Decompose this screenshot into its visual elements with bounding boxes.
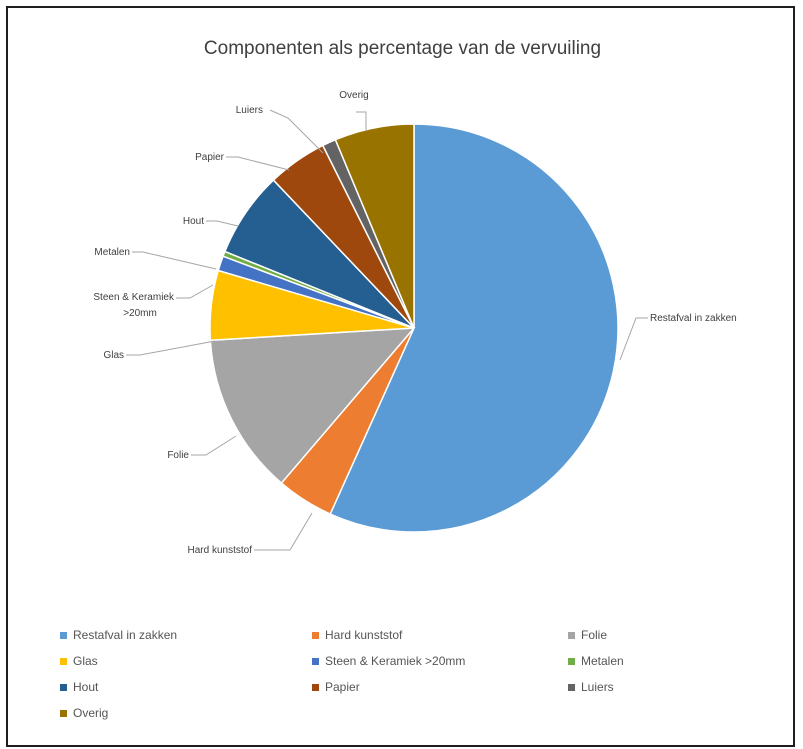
legend-label: Luiers (581, 680, 614, 694)
leader-line-8 (226, 156, 290, 171)
leader-line-4 (126, 340, 216, 356)
slice-label-restafval-in-zakken: Restafval in zakken (650, 313, 737, 324)
legend-swatch (60, 657, 67, 665)
legend-swatch (568, 631, 575, 639)
legend-label: Overig (73, 706, 109, 720)
legend-item-metalen: Metalen (568, 654, 624, 668)
slice-label-folie: Folie (167, 450, 189, 461)
legend-label: Folie (581, 628, 608, 642)
chart-frame: Componenten als percentage van de vervui… (6, 6, 795, 747)
pie-slice-overig (334, 123, 415, 329)
legend-label: Hout (73, 680, 99, 694)
legend-swatch (312, 657, 319, 665)
legend-swatch (60, 683, 67, 691)
slice-label-20mm: >20mm (123, 308, 157, 319)
leader-line-9 (269, 109, 324, 154)
legend-item-hout: Hout (60, 680, 98, 694)
legend-item-hard-kunststof: Hard kunststof (312, 628, 402, 642)
legend-swatch (60, 631, 67, 639)
leader-line-7 (206, 220, 239, 227)
legend-item-papier: Papier (312, 680, 360, 694)
legend-label: Hard kunststof (325, 628, 403, 642)
slice-label-steen-keramiek: Steen & Keramiek (93, 292, 175, 303)
legend-swatch (568, 657, 575, 665)
legend-swatch (568, 683, 575, 691)
legend-item-glas: Glas (60, 654, 98, 668)
leader-line-10 (356, 111, 367, 131)
legend-item-restafval-in-zakken: Restafval in zakken (60, 628, 177, 642)
legend-item-overig: Overig (60, 706, 108, 720)
leader-line-5 (176, 284, 214, 299)
pie-slice-restafval-in-zakken (329, 123, 619, 533)
slice-label-overig: Overig (339, 90, 368, 101)
slice-label-hard-kunststof: Hard kunststof (188, 545, 253, 556)
legend-swatch (312, 683, 319, 691)
pie-slice-folie (209, 327, 416, 485)
legend-label: Steen & Keramiek >20mm (325, 654, 466, 668)
leader-line-2 (254, 512, 313, 551)
legend-label: Restafval in zakken (73, 628, 178, 642)
slice-label-glas: Glas (103, 350, 124, 361)
slice-label-luiers: Luiers (236, 105, 263, 116)
legend-item-luiers: Luiers (568, 680, 614, 694)
leader-line-6 (132, 251, 217, 270)
legend-label: Papier (325, 680, 360, 694)
slice-label-hout: Hout (183, 216, 204, 227)
legend-swatch (60, 709, 67, 717)
leader-line-1 (619, 317, 648, 361)
slice-label-papier: Papier (195, 152, 225, 163)
legend-swatch (312, 631, 319, 639)
pie-chart: Restafval in zakken Hard kunststof Folie Gl… (93, 90, 737, 556)
legend-label: Metalen (581, 654, 624, 668)
leader-line-3 (191, 435, 237, 456)
legend-label: Glas (73, 654, 98, 668)
slice-label-metalen: Metalen (94, 247, 130, 258)
chart-title: Componenten als percentage van de vervui… (203, 38, 602, 59)
legend-item-steen-keramiek-20mm: Steen & Keramiek >20mm (312, 654, 465, 668)
legend-item-folie: Folie (568, 628, 607, 642)
